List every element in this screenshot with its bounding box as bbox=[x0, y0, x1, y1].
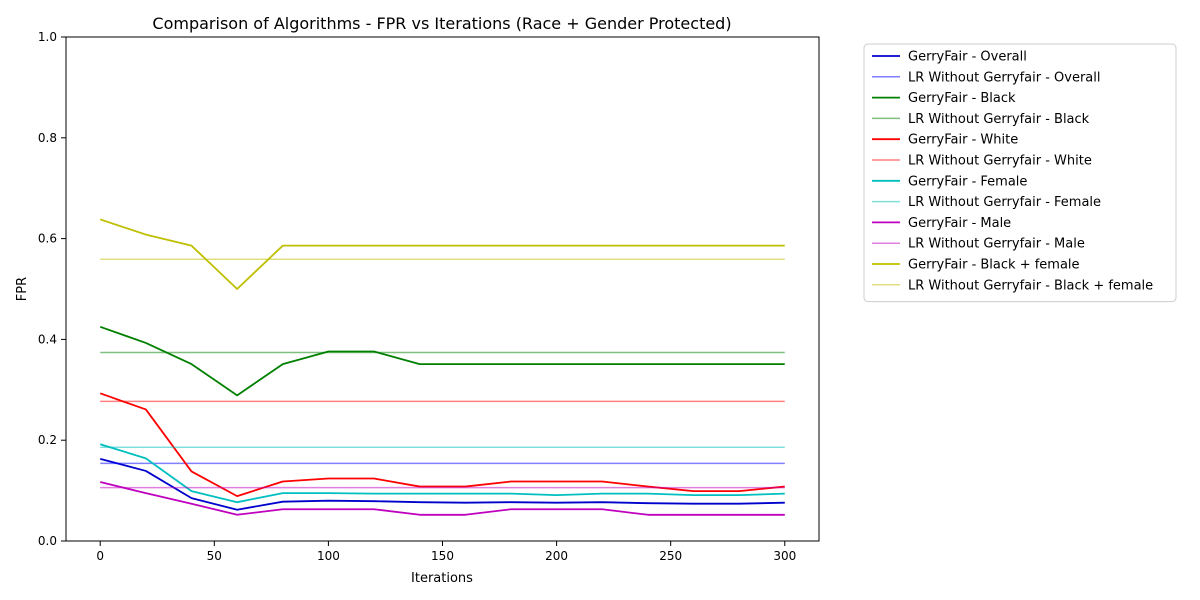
legend-frame bbox=[863, 43, 1177, 303]
x-tick-label: 0 bbox=[96, 549, 104, 563]
y-axis: 0.0 0.2 0.4 0.6 0.8 1.0 bbox=[38, 30, 66, 548]
chart-title: Comparison of Algorithms - FPR vs Iterat… bbox=[152, 14, 731, 33]
x-tick-label: 50 bbox=[207, 549, 222, 563]
y-tick-label: 0.4 bbox=[38, 332, 57, 346]
x-tick-label: 200 bbox=[545, 549, 568, 563]
legend-label-11: LR Without Gerryfair - Black + female bbox=[908, 278, 1153, 293]
legend-label-4: GerryFair - White bbox=[908, 133, 1018, 148]
y-tick-label: 0.6 bbox=[38, 232, 57, 246]
legend-label-0: GerryFair - Overall bbox=[908, 50, 1027, 65]
x-tick-label: 150 bbox=[431, 549, 454, 563]
legend-label-7: LR Without Gerryfair - Female bbox=[908, 195, 1101, 210]
y-tick-label: 0.2 bbox=[38, 433, 57, 447]
series-line-4 bbox=[99, 392, 785, 498]
y-tick-label: 0.8 bbox=[38, 131, 57, 145]
x-axis: 0 50 100 150 200 250 300 bbox=[96, 541, 796, 563]
legend-label-3: LR Without Gerryfair - Black bbox=[908, 112, 1090, 127]
y-tick-label: 0.0 bbox=[38, 534, 57, 548]
series-line-2 bbox=[99, 325, 785, 397]
y-tick-label: 1.0 bbox=[38, 30, 57, 44]
x-tick-label: 300 bbox=[773, 549, 796, 563]
x-tick-label: 250 bbox=[659, 549, 682, 563]
legend-label-10: GerryFair - Black + female bbox=[908, 258, 1080, 273]
legend-label-8: GerryFair - Male bbox=[908, 216, 1011, 231]
series-line-0 bbox=[99, 457, 785, 511]
y-axis-label: FPR bbox=[15, 277, 30, 301]
plot-area bbox=[99, 218, 785, 516]
series-line-10 bbox=[99, 218, 785, 290]
series-line-8 bbox=[100, 481, 785, 516]
x-axis-label: Iterations bbox=[411, 571, 473, 586]
legend-label-9: LR Without Gerryfair - Male bbox=[908, 237, 1085, 252]
chart-legend: GerryFair - Overall LR Without Gerryfair … bbox=[863, 43, 1177, 303]
legend-label-2: GerryFair - Black bbox=[908, 91, 1016, 106]
series-line-6 bbox=[99, 443, 785, 504]
legend-label-5: LR Without Gerryfair - White bbox=[908, 154, 1092, 169]
x-tick-label: 100 bbox=[317, 549, 340, 563]
legend-label-1: LR Without Gerryfair - Overall bbox=[908, 70, 1101, 85]
legend-label-6: GerryFair - Female bbox=[908, 174, 1027, 189]
